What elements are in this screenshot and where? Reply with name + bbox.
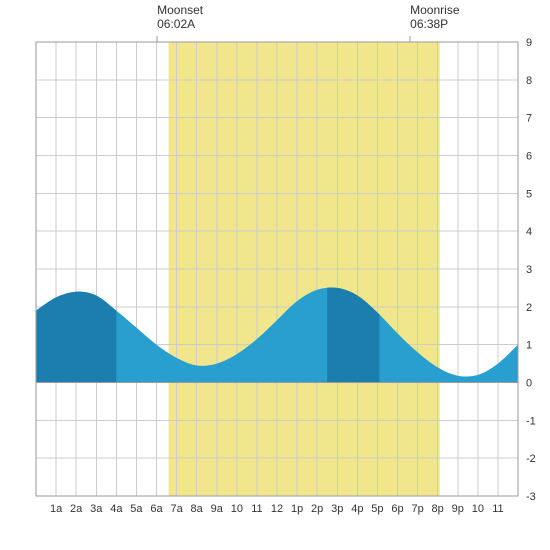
- x-tick-label: 8a: [191, 503, 204, 515]
- x-tick-label: 8p: [432, 503, 444, 515]
- x-tick-label: 11: [251, 503, 262, 515]
- tide-chart: -3-2-101234567891a2a3a4a5a6a7a8a9a101112…: [0, 0, 550, 550]
- x-tick-label: 3p: [331, 503, 343, 515]
- moon-time: 06:38P: [410, 17, 448, 31]
- x-tick-label: 12: [271, 503, 283, 515]
- x-tick-label: 7p: [411, 503, 423, 515]
- x-tick-label: 2p: [311, 503, 323, 515]
- x-tick-label: 1p: [291, 503, 303, 515]
- x-tick-label: 2a: [70, 503, 83, 515]
- y-tick-label: 6: [526, 151, 532, 163]
- x-tick-label: 3a: [90, 503, 103, 515]
- y-tick-label: 1: [526, 340, 532, 352]
- x-tick-label: 5a: [130, 503, 143, 515]
- y-tick-label: 7: [526, 113, 532, 125]
- y-tick-label: 0: [526, 378, 532, 390]
- x-tick-label: 1a: [50, 503, 63, 515]
- x-tick-label: 7a: [170, 503, 183, 515]
- chart-svg: -3-2-101234567891a2a3a4a5a6a7a8a9a101112…: [0, 0, 550, 550]
- y-tick-label: 5: [526, 188, 532, 200]
- y-tick-label: 2: [526, 302, 532, 314]
- y-tick-label: -1: [526, 415, 536, 427]
- x-tick-label: 11: [492, 503, 503, 515]
- y-tick-label: 8: [526, 75, 532, 87]
- y-tick-label: -3: [526, 491, 536, 503]
- x-tick-label: 6a: [150, 503, 163, 515]
- x-tick-label: 5p: [371, 503, 383, 515]
- x-tick-label: 10: [472, 503, 484, 515]
- x-tick-label: 4a: [110, 503, 123, 515]
- moon-time: 06:02A: [157, 17, 195, 31]
- x-tick-label: 10: [231, 503, 243, 515]
- x-tick-label: 9a: [211, 503, 224, 515]
- y-tick-label: 9: [526, 37, 532, 49]
- y-tick-label: -2: [526, 453, 536, 465]
- x-tick-label: 9p: [452, 503, 464, 515]
- y-tick-label: 3: [526, 264, 532, 276]
- moon-label: Moonrise: [410, 3, 460, 17]
- moon-label: Moonset: [157, 3, 204, 17]
- y-tick-label: 4: [526, 226, 532, 238]
- x-tick-label: 6p: [391, 503, 403, 515]
- x-tick-label: 4p: [351, 503, 363, 515]
